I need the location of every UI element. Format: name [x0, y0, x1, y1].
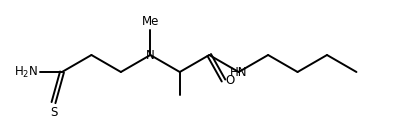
- Text: S: S: [50, 106, 57, 119]
- Text: H$_2$N: H$_2$N: [14, 64, 38, 80]
- Text: N: N: [146, 48, 154, 61]
- Text: O: O: [225, 74, 234, 87]
- Text: Me: Me: [141, 15, 159, 28]
- Text: HN: HN: [229, 66, 247, 78]
